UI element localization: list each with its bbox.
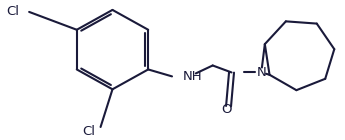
Text: O: O — [221, 103, 232, 116]
Text: N: N — [256, 66, 266, 79]
Text: Cl: Cl — [6, 5, 19, 18]
Text: Cl: Cl — [82, 125, 95, 138]
Text: NH: NH — [183, 70, 203, 83]
